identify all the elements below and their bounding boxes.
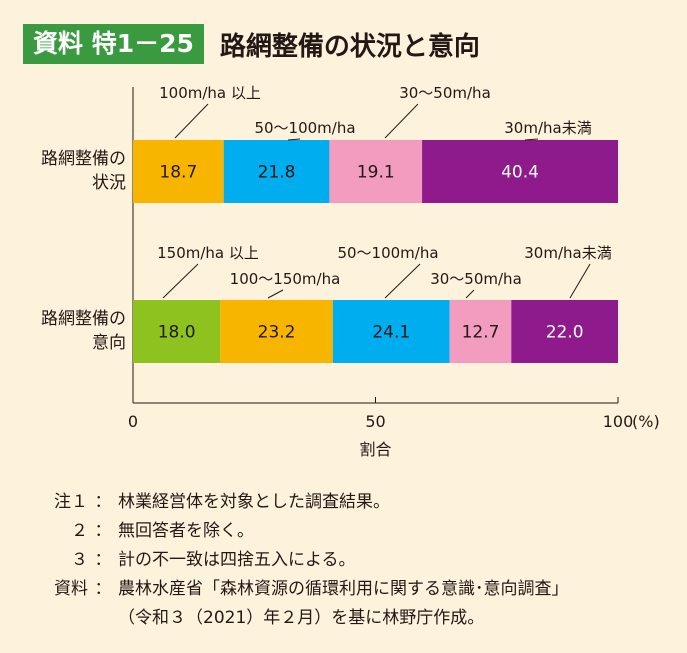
- callout-line: [524, 138, 539, 141]
- row-category-label: 路網整備の: [41, 149, 126, 169]
- note-key: ３: [71, 550, 88, 570]
- callout-line: [287, 138, 301, 141]
- series-name-label: 150m/ha 以上: [157, 244, 259, 262]
- callout-line: [162, 263, 199, 299]
- note-row: 資料 ： 農林水産省「森林資源の循環利用に関する意識･意向調査」: [24, 575, 569, 604]
- notes: 注１ ： 林業経営体を対象とした調査結果。 ２ ： 無回答者を除く。 ３ ： 計…: [24, 488, 569, 633]
- note-row: ３ ： 計の不一致は四捨五入による。: [24, 546, 569, 575]
- bar-segment: [329, 140, 423, 203]
- note-key: 資料: [54, 579, 88, 599]
- bar-segment: [223, 140, 330, 203]
- note-row: ２ ： 無回答者を除く。: [24, 517, 569, 546]
- bar-value-label: 40.4: [501, 163, 539, 183]
- note-text: 農林水産省「森林資源の循環利用に関する意識･意向調査」: [118, 579, 569, 599]
- bar-segment: [133, 140, 224, 203]
- bar-segment: [133, 300, 221, 363]
- stacked-bar-chart: 0 50 100(%) 割合 18.7 100m/ha 以上 21.8 50〜100m/ha 1…: [41, 84, 660, 459]
- callout-line: [174, 103, 209, 139]
- note-row: （令和３（2021）年２月）を基に林野庁作成。: [24, 604, 569, 633]
- row-category-label: 路網整備の: [41, 309, 126, 329]
- series-name-label: 50〜100m/ha: [337, 244, 438, 262]
- callout-line: [465, 289, 475, 299]
- figure-title: 路網整備の状況と意向: [219, 31, 480, 62]
- row-category-label: 状況: [92, 173, 126, 193]
- row-category-label: 意向: [92, 333, 126, 353]
- bar-segment: [422, 140, 618, 203]
- series-name-label: 30m/ha未満: [504, 119, 591, 137]
- series-name-label: 100m/ha 以上: [159, 84, 261, 102]
- bar-value-label: 12.7: [462, 323, 500, 343]
- bar-value-label: 24.1: [372, 323, 410, 343]
- series-name-label: 50〜100m/ha: [254, 119, 355, 137]
- note-key: ２: [71, 521, 88, 541]
- series-name-label: 100〜150m/ha: [230, 270, 341, 288]
- note-separator: ：: [94, 492, 112, 512]
- bar-segment: [449, 300, 512, 363]
- figure-header: 資料 特1－25 路網整備の状況と意向: [23, 24, 480, 64]
- x-tick-label: 0: [128, 412, 138, 431]
- note-text: （令和３（2021）年２月）を基に林野庁作成。: [118, 608, 485, 628]
- callout-line: [384, 103, 419, 139]
- bar-value-label: 18.7: [159, 163, 197, 183]
- x-axis-unit: (%): [632, 412, 660, 431]
- bar-value-label: 22.0: [546, 323, 584, 343]
- note-row: 注１ ： 林業経営体を対象とした調査結果。: [24, 488, 569, 517]
- bar-value-label: 19.1: [357, 163, 395, 183]
- callout-line: [267, 289, 284, 299]
- note-key: 注１: [54, 492, 88, 512]
- bar-segment: [220, 300, 333, 363]
- note-text: 計の不一致は四捨五入による。: [118, 550, 356, 570]
- note-text: 無回答者を除く。: [118, 521, 254, 541]
- bar-value-label: 18.0: [158, 323, 196, 343]
- series-name-label: 30〜50m/ha: [399, 84, 491, 102]
- bar-segment: [511, 300, 618, 363]
- note-text: 林業経営体を対象とした調査結果。: [118, 492, 390, 512]
- series-name-label: 30〜50m/ha: [430, 270, 522, 288]
- note-separator: ：: [94, 550, 112, 570]
- bar-value-label: 23.2: [258, 323, 296, 343]
- callout-line: [569, 263, 591, 299]
- series-name-label: 30m/ha未満: [524, 244, 611, 262]
- figure-number-badge: 資料 特1－25: [23, 24, 204, 64]
- bar-segment: [332, 300, 450, 363]
- x-tick-label: 50: [365, 412, 385, 431]
- x-tick-label: 100: [603, 412, 634, 431]
- note-separator: ：: [94, 579, 112, 599]
- callout-line: [384, 263, 421, 299]
- note-separator: ：: [94, 521, 112, 541]
- x-axis-label: 割合: [359, 440, 391, 459]
- bar-value-label: 21.8: [258, 163, 296, 183]
